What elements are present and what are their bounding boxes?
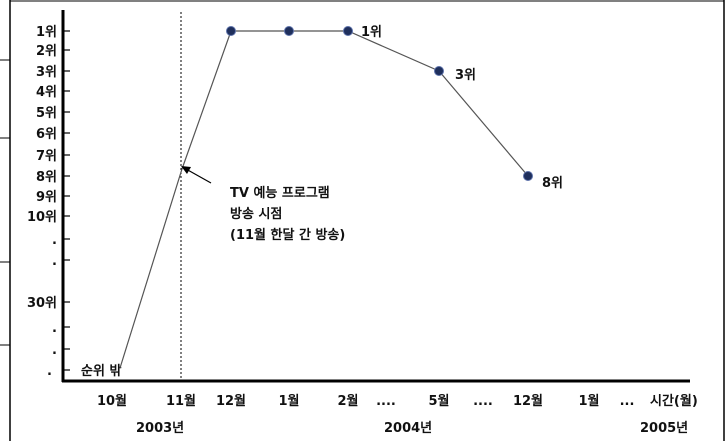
x-axis-label: 시간(월) bbox=[650, 393, 698, 409]
y-tick-label: 10위 bbox=[27, 210, 57, 225]
data-point-marker bbox=[523, 171, 533, 181]
x-tick-label: .... bbox=[376, 394, 396, 409]
annotation-arrow-head bbox=[181, 166, 191, 174]
y-tick-label: . bbox=[52, 321, 57, 336]
y-tick-label: 9위 bbox=[36, 190, 57, 205]
y-tick-label: 6위 bbox=[36, 127, 57, 142]
x-tick-label: 12월 bbox=[216, 393, 246, 409]
x-tick-label: 5월 bbox=[428, 393, 449, 409]
x-tick-labels: 10월 11월 12월 1월 2월.... 5월.... 12월 1월... bbox=[97, 393, 634, 409]
y-tick-dot: . bbox=[47, 364, 52, 379]
data-point-marker bbox=[434, 66, 444, 76]
x-tick-label: 2월 bbox=[337, 393, 358, 409]
point-labels: 1위 3위 8위 bbox=[361, 25, 563, 191]
point-value-label: 1위 bbox=[361, 25, 382, 40]
y-tick-labels: 1위 2위 3위 4위 5위 6위 7위 8위 9위 10위.. 30위.. 순위 밖. bbox=[27, 25, 122, 379]
annotation-arrow-shaft bbox=[185, 168, 212, 184]
annotation-line-3: (11월 한달 간 방송) bbox=[230, 227, 345, 243]
y-tick-label: 8위 bbox=[36, 170, 57, 185]
y-tick-label: 3위 bbox=[36, 65, 57, 80]
y-tick-label: 순위 밖 bbox=[81, 363, 121, 379]
x-tick-label: 1월 bbox=[578, 393, 599, 409]
y-tick-label: 7위 bbox=[36, 149, 57, 164]
x-tick-label: ... bbox=[620, 394, 635, 409]
year-label-2004: 2004년 bbox=[384, 421, 432, 436]
rank-series bbox=[119, 26, 533, 369]
y-tick-label: . bbox=[52, 233, 57, 248]
y-tick-label: . bbox=[52, 254, 57, 269]
data-point-marker bbox=[284, 26, 294, 36]
x-tick-label: 1월 bbox=[278, 393, 299, 409]
y-tick-label: 1위 bbox=[36, 25, 57, 40]
annotation-line-1: TV 예능 프로그램 bbox=[230, 185, 330, 201]
x-tick-label: 11월 bbox=[166, 393, 196, 409]
year-label-2005: 2005년 bbox=[640, 421, 688, 436]
data-point-marker bbox=[343, 26, 353, 36]
x-tick-label: .... bbox=[473, 394, 493, 409]
y-tick-label: . bbox=[52, 343, 57, 358]
y-tick-label: 2위 bbox=[36, 44, 57, 59]
point-value-label: 3위 bbox=[455, 68, 476, 83]
point-value-label: 8위 bbox=[542, 176, 563, 191]
y-tick-label: 4위 bbox=[36, 85, 57, 100]
data-point-marker bbox=[226, 26, 236, 36]
annotation-line-2: 방송 시점 bbox=[230, 206, 282, 222]
x-tick-label: 12월 bbox=[513, 393, 543, 409]
y-tick-label: 30위 bbox=[27, 296, 57, 311]
y-tick-label: 5위 bbox=[36, 106, 57, 121]
x-tick-label: 10월 bbox=[97, 393, 127, 409]
year-label-2003: 2003년 bbox=[136, 421, 184, 436]
